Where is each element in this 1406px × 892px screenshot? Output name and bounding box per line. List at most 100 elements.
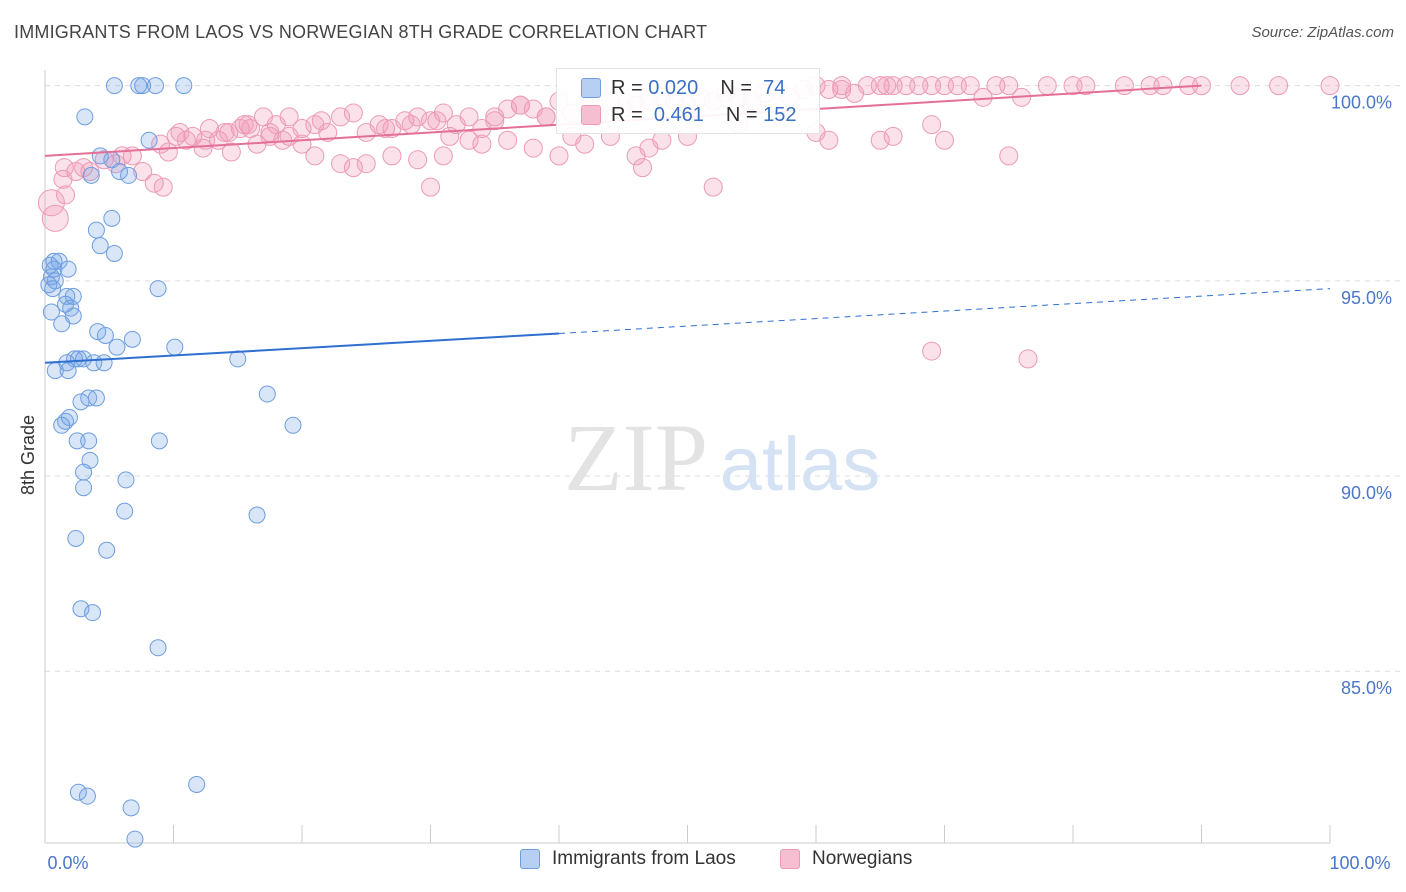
stats-row-laos: R = 0.020 N = 74 <box>581 75 785 101</box>
data-point-laos <box>258 385 276 403</box>
stats-n-label: N = <box>725 103 758 126</box>
data-point-norwegians <box>421 177 440 197</box>
data-point-laos <box>87 221 105 239</box>
x-tick-label-max: 100.0% <box>1329 853 1390 873</box>
data-point-laos <box>75 350 93 368</box>
data-point-laos <box>175 77 193 95</box>
data-point-norwegians <box>960 76 980 96</box>
data-point-norwegians <box>1076 76 1096 96</box>
data-point-norwegians <box>549 146 569 166</box>
data-point-laos <box>229 350 247 368</box>
data-point-norwegians <box>331 154 351 174</box>
y-tick-label: 90.0% <box>1341 483 1392 503</box>
data-point-norwegians <box>133 162 153 182</box>
data-point-norwegians <box>183 126 203 146</box>
data-point-norwegians <box>472 134 492 154</box>
data-point-norwegians <box>56 185 76 205</box>
data-point-norwegians <box>382 146 402 166</box>
data-point-norwegians <box>633 158 653 178</box>
data-point-norwegians <box>41 204 69 232</box>
data-point-norwegians <box>523 138 543 158</box>
data-point-norwegians <box>343 103 363 123</box>
data-point-laos <box>140 131 158 149</box>
data-point-norwegians <box>37 189 65 217</box>
data-point-norwegians <box>318 122 338 142</box>
data-point-norwegians <box>485 107 505 127</box>
stats-n-value-laos: 74 <box>763 76 786 99</box>
data-point-laos <box>166 338 184 356</box>
data-point-norwegians <box>1037 76 1057 96</box>
data-point-norwegians <box>459 107 479 127</box>
source-label: Source: ZipAtlas.com <box>1251 24 1394 41</box>
data-point-norwegians <box>433 146 453 166</box>
stats-r-value-nor: 0.461 <box>653 103 704 126</box>
x-tick-label-min: 0.0% <box>47 853 88 873</box>
data-point-laos <box>120 166 138 184</box>
data-point-norwegians <box>311 111 331 131</box>
data-point-norwegians <box>408 107 428 127</box>
data-point-norwegians <box>973 87 993 107</box>
y-axis-label: 8th Grade <box>18 415 38 495</box>
legend-item-nor[interactable]: Norwegians <box>780 848 912 870</box>
data-point-norwegians <box>999 146 1019 166</box>
stats-r-label: R = <box>611 76 643 99</box>
data-point-laos <box>80 432 98 450</box>
stats-box: R = 0.020 N = 74 R = 0.461 N = 152 <box>556 68 820 134</box>
data-point-norwegians <box>1269 76 1289 96</box>
legend-label-nor: Norwegians <box>812 848 913 869</box>
data-point-norwegians <box>356 154 376 174</box>
data-point-laos <box>59 362 77 380</box>
data-point-laos <box>188 775 206 793</box>
data-point-laos <box>117 471 135 489</box>
data-point-norwegians <box>279 107 299 127</box>
data-point-norwegians <box>279 126 299 146</box>
data-point-laos <box>122 799 140 817</box>
trend-line-laos <box>44 332 560 364</box>
data-point-laos <box>149 639 167 657</box>
watermark-atlas: atlas <box>720 422 881 507</box>
data-point-laos <box>82 166 100 184</box>
data-point-norwegians <box>1153 76 1173 96</box>
data-point-norwegians <box>144 173 164 193</box>
data-point-laos <box>248 506 266 524</box>
data-point-norwegians <box>1114 76 1134 96</box>
axes <box>44 70 1331 844</box>
data-point-laos <box>59 260 77 278</box>
trend-line-laos-extension <box>558 288 1331 335</box>
data-point-norwegians <box>883 126 903 146</box>
legend-item-laos[interactable]: Immigrants from Laos <box>520 848 736 870</box>
data-point-laos <box>108 338 126 356</box>
data-point-laos <box>126 830 144 848</box>
data-point-norwegians <box>1320 76 1340 96</box>
data-point-norwegians <box>238 115 258 135</box>
data-point-norwegians <box>215 122 235 142</box>
data-point-norwegians <box>485 111 505 131</box>
stats-swatch-laos <box>581 78 601 98</box>
data-point-laos <box>105 244 123 262</box>
data-point-laos <box>53 416 71 434</box>
legend: Immigrants from Laos Norwegians <box>0 848 1406 878</box>
data-point-norwegians <box>459 130 479 150</box>
data-point-norwegians <box>153 177 173 197</box>
tick-labels: 100.0% 95.0% 90.0% 85.0% 0.0% 100.0% <box>47 93 1392 873</box>
data-point-norwegians <box>1230 76 1250 96</box>
stats-r-label: R = <box>611 103 643 126</box>
data-point-laos <box>75 479 93 497</box>
data-point-norwegians <box>536 107 556 127</box>
watermark-zip: ZIP <box>564 404 708 511</box>
data-point-norwegians <box>427 111 447 131</box>
data-point-laos <box>84 604 102 622</box>
data-point-norwegians <box>870 130 890 150</box>
data-point-norwegians <box>922 115 942 135</box>
data-point-norwegians <box>343 158 363 178</box>
data-point-norwegians <box>331 107 351 127</box>
data-point-norwegians <box>401 115 421 135</box>
data-point-norwegians <box>510 95 530 115</box>
data-point-norwegians <box>498 130 518 150</box>
data-point-laos <box>53 315 71 333</box>
data-point-laos <box>123 330 141 348</box>
data-point-laos <box>150 432 168 450</box>
data-point-laos <box>111 163 129 181</box>
legend-label-laos: Immigrants from Laos <box>552 848 736 869</box>
